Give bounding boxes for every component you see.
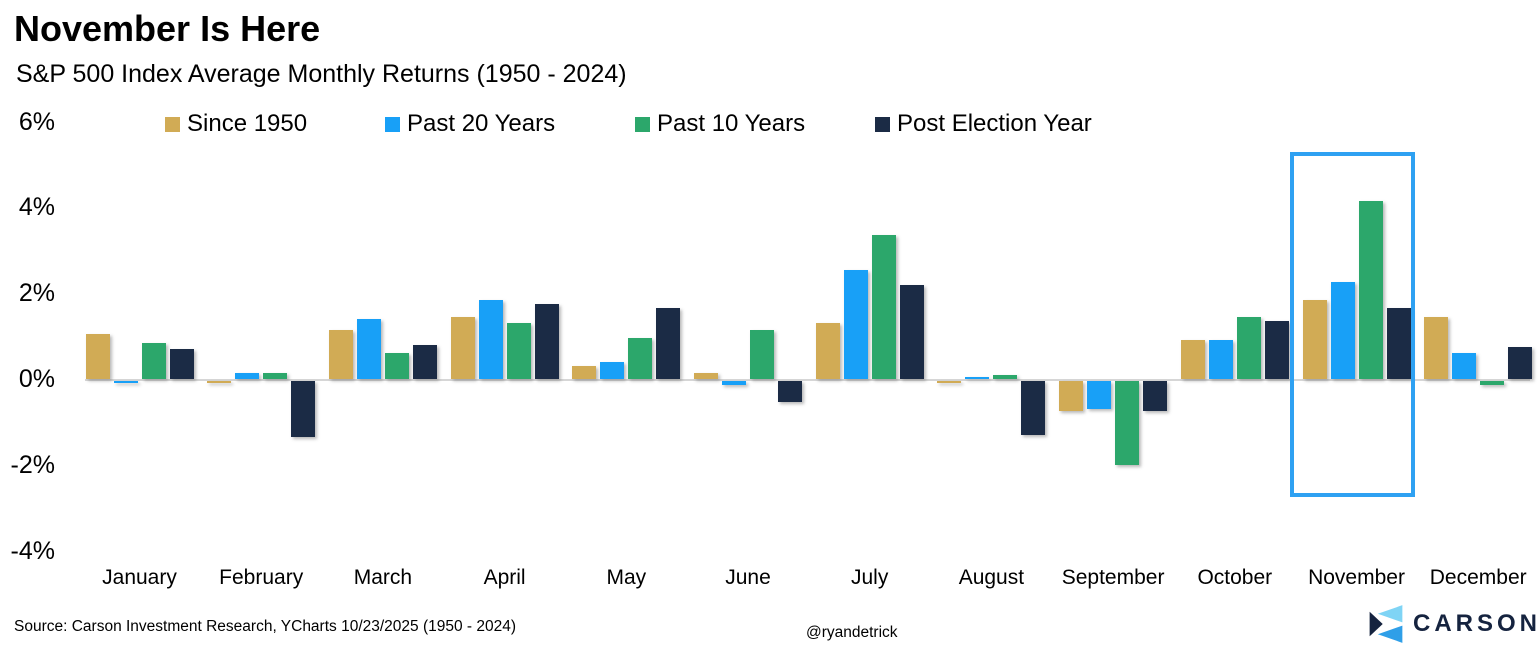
attribution-handle: @ryandetrick xyxy=(806,624,898,641)
bar-december-past-10-years xyxy=(1480,381,1505,386)
bar-january-since-1950 xyxy=(85,333,110,379)
bar-january-past-20-years xyxy=(113,381,138,384)
month-label-july: July xyxy=(851,566,889,589)
bar-september-post-election-year xyxy=(1143,381,1168,412)
legend-swatch-past-10-years xyxy=(635,116,650,132)
bar-february-post-election-year xyxy=(291,381,316,437)
y-tick-label: -2% xyxy=(10,450,55,479)
bar-april-past-20-years xyxy=(478,299,503,379)
bar-september-past-10-years xyxy=(1115,381,1140,465)
bar-march-past-10-years xyxy=(384,353,409,379)
y-tick-label: 2% xyxy=(18,279,55,308)
month-label-august: August xyxy=(958,566,1025,589)
bar-july-post-election-year xyxy=(899,284,924,379)
november-highlight-box xyxy=(1290,152,1415,497)
bar-january-past-10-years xyxy=(141,342,166,379)
bar-february-past-10-years xyxy=(263,372,288,379)
month-label-june: June xyxy=(725,566,771,589)
bar-april-post-election-year xyxy=(534,303,559,379)
bar-march-post-election-year xyxy=(412,344,437,379)
bar-october-past-20-years xyxy=(1208,340,1233,379)
carson-brand-text: CARSON xyxy=(1413,610,1539,637)
chart-subtitle: S&P 500 Index Average Monthly Returns (1… xyxy=(16,60,627,88)
month-label-november: November xyxy=(1308,566,1405,589)
bar-june-post-election-year xyxy=(778,381,802,403)
bar-august-since-1950 xyxy=(937,381,962,383)
bar-april-since-1950 xyxy=(450,316,475,379)
y-tick-label: 4% xyxy=(18,193,55,222)
bar-november-post-election-year xyxy=(1386,308,1411,379)
bar-november-past-10-years xyxy=(1358,200,1383,379)
y-tick-label: 0% xyxy=(18,365,55,393)
month-label-february: February xyxy=(219,566,304,589)
bar-november-since-1950 xyxy=(1302,299,1327,379)
bar-december-post-election-year xyxy=(1508,346,1533,379)
bar-july-past-10-years xyxy=(871,235,896,379)
bar-october-post-election-year xyxy=(1264,321,1289,379)
page-title: November Is Here xyxy=(14,8,321,49)
bar-august-past-10-years xyxy=(993,374,1018,379)
bar-august-post-election-year xyxy=(1021,381,1046,435)
bar-january-post-election-year xyxy=(169,348,194,379)
legend-label: Past 20 Years xyxy=(407,110,556,137)
legend-swatch-post-election-year xyxy=(875,116,890,132)
carson-brand: CARSON xyxy=(1368,602,1539,646)
legend-swatch-past-20-years xyxy=(385,116,400,132)
legend-item-past-10-years: Past 10 Years xyxy=(635,108,805,140)
bar-march-since-1950 xyxy=(328,329,353,379)
bar-february-since-1950 xyxy=(207,381,232,383)
legend-item-since-1950: Since 1950 xyxy=(165,108,307,140)
bar-october-past-10-years xyxy=(1236,316,1261,379)
bar-december-since-1950 xyxy=(1424,316,1449,379)
bar-september-past-20-years xyxy=(1087,381,1112,409)
month-label-march: March xyxy=(353,566,413,589)
bar-may-since-1950 xyxy=(572,366,597,379)
bar-june-since-1950 xyxy=(694,372,718,379)
bar-july-past-20-years xyxy=(843,269,868,379)
bar-june-past-10-years xyxy=(750,329,774,379)
legend-swatch-since-1950 xyxy=(165,116,180,132)
carson-logo-icon xyxy=(1369,605,1403,643)
zero-gridline xyxy=(85,379,1530,381)
bar-november-past-20-years xyxy=(1330,282,1355,379)
bar-october-since-1950 xyxy=(1180,340,1205,379)
bar-may-past-10-years xyxy=(628,338,653,379)
bar-december-past-20-years xyxy=(1452,353,1477,379)
y-tick-label: 6% xyxy=(18,107,55,136)
bar-september-since-1950 xyxy=(1059,381,1084,412)
bar-may-past-20-years xyxy=(600,361,625,379)
y-tick-label: -4% xyxy=(10,536,55,565)
month-label-january: January xyxy=(102,566,177,589)
bar-april-past-10-years xyxy=(506,323,531,379)
month-label-april: April xyxy=(483,566,526,589)
legend-label: Since 1950 xyxy=(187,110,308,137)
legend-item-post-election-year: Post Election Year xyxy=(875,108,1092,140)
month-label-september: September xyxy=(1061,566,1165,589)
legend-label: Post Election Year xyxy=(897,110,1092,137)
source-note: Source: Carson Investment Research, YCha… xyxy=(14,618,517,635)
bar-june-past-20-years xyxy=(722,381,746,386)
month-label-december: December xyxy=(1429,566,1527,589)
month-label-may: May xyxy=(606,566,647,589)
bar-august-past-20-years xyxy=(965,377,990,379)
legend-item-past-20-years: Past 20 Years xyxy=(385,108,555,140)
bar-july-since-1950 xyxy=(815,323,840,379)
bar-march-past-20-years xyxy=(356,318,381,379)
legend-label: Past 10 Years xyxy=(657,110,806,137)
month-label-october: October xyxy=(1197,566,1273,589)
bar-may-post-election-year xyxy=(656,308,681,379)
bar-february-past-20-years xyxy=(235,372,260,379)
